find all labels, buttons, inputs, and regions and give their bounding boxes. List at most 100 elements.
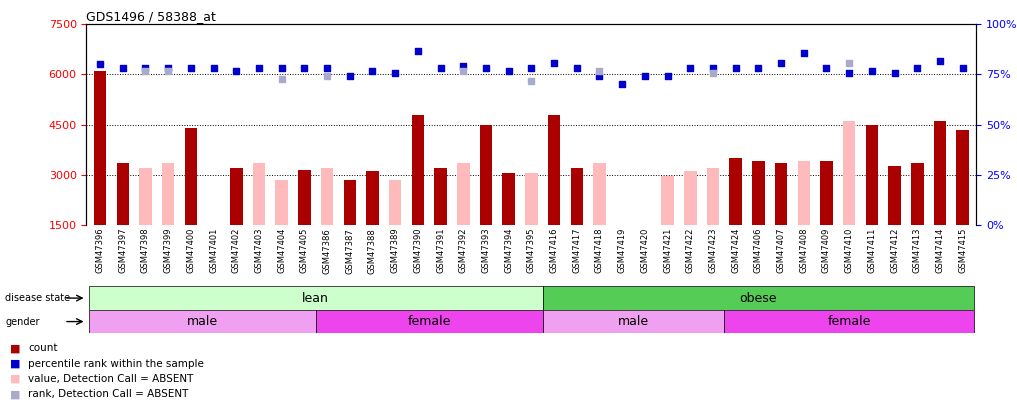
Point — [228, 68, 244, 75]
Point — [205, 64, 222, 71]
Text: GSM47412: GSM47412 — [890, 228, 899, 273]
Bar — [230, 168, 242, 225]
Point — [523, 78, 539, 84]
Point — [456, 68, 472, 75]
Bar — [434, 168, 446, 225]
Text: rank, Detection Call = ABSENT: rank, Detection Call = ABSENT — [28, 390, 189, 399]
Bar — [185, 128, 197, 225]
Bar — [344, 180, 356, 225]
Point — [795, 49, 812, 56]
Point — [387, 70, 404, 76]
Bar — [729, 158, 742, 225]
Text: female: female — [408, 315, 451, 328]
Text: ■: ■ — [10, 390, 20, 399]
Point — [569, 64, 585, 71]
Bar — [457, 164, 470, 225]
Text: ■: ■ — [10, 343, 20, 353]
Text: GSM47415: GSM47415 — [958, 228, 967, 273]
Bar — [94, 71, 107, 225]
Text: female: female — [828, 315, 871, 328]
Text: GSM47424: GSM47424 — [731, 228, 740, 273]
Bar — [775, 163, 787, 225]
Text: GSM47417: GSM47417 — [573, 228, 582, 273]
Bar — [934, 121, 946, 225]
Point — [478, 64, 494, 71]
Bar — [865, 125, 878, 225]
Text: GSM47406: GSM47406 — [754, 228, 763, 273]
Point — [160, 68, 176, 75]
Bar — [276, 180, 288, 225]
Text: ■: ■ — [10, 374, 20, 384]
Point — [614, 81, 631, 88]
Point — [932, 58, 948, 64]
Point — [546, 60, 562, 66]
Text: GSM47408: GSM47408 — [799, 228, 809, 273]
Text: disease state: disease state — [5, 293, 70, 303]
Text: ■: ■ — [10, 359, 20, 369]
Text: GSM47413: GSM47413 — [913, 228, 921, 273]
Point — [500, 68, 517, 75]
Point — [319, 64, 336, 71]
Text: GSM47422: GSM47422 — [685, 228, 695, 273]
Point — [523, 64, 539, 71]
Text: GSM47397: GSM47397 — [118, 228, 127, 273]
Text: GSM47393: GSM47393 — [481, 228, 490, 273]
Bar — [724, 310, 974, 333]
Point — [841, 70, 857, 76]
Bar — [753, 161, 765, 225]
Text: GSM47418: GSM47418 — [595, 228, 604, 273]
Bar — [797, 161, 810, 225]
Text: GSM47391: GSM47391 — [436, 228, 445, 273]
Text: GSM47416: GSM47416 — [549, 228, 558, 273]
Point — [410, 48, 426, 54]
Bar — [315, 310, 543, 333]
Point — [705, 70, 721, 76]
Point — [160, 64, 176, 71]
Text: GSM47398: GSM47398 — [141, 228, 149, 273]
Point — [727, 64, 743, 71]
Bar — [707, 168, 719, 225]
Text: lean: lean — [302, 292, 330, 305]
Text: male: male — [187, 315, 218, 328]
Text: value, Detection Call = ABSENT: value, Detection Call = ABSENT — [28, 374, 194, 384]
Text: obese: obese — [739, 292, 777, 305]
Text: GSM47405: GSM47405 — [300, 228, 309, 273]
Bar — [457, 163, 470, 225]
Bar — [571, 168, 583, 225]
Point — [705, 64, 721, 71]
Point — [841, 60, 857, 66]
Point — [274, 76, 290, 83]
Text: GSM47423: GSM47423 — [709, 228, 717, 273]
Point — [274, 64, 290, 71]
Point — [137, 68, 154, 75]
Point — [819, 64, 835, 71]
Text: GSM47402: GSM47402 — [232, 228, 241, 273]
Point — [296, 64, 312, 71]
Text: GSM47394: GSM47394 — [504, 228, 514, 273]
Bar — [88, 286, 543, 310]
Bar — [139, 168, 152, 225]
Bar — [502, 173, 515, 225]
Text: GSM47388: GSM47388 — [368, 228, 377, 273]
Text: GSM47421: GSM47421 — [663, 228, 672, 273]
Bar — [843, 121, 855, 225]
Point — [659, 73, 675, 79]
Bar — [117, 163, 129, 225]
Bar — [548, 115, 560, 225]
Bar — [543, 286, 974, 310]
Text: GSM47409: GSM47409 — [822, 228, 831, 273]
Text: GSM47403: GSM47403 — [254, 228, 263, 273]
Bar — [366, 171, 378, 225]
Text: GSM47400: GSM47400 — [186, 228, 195, 273]
Bar — [412, 115, 424, 225]
Bar — [388, 180, 402, 225]
Text: GSM47396: GSM47396 — [96, 228, 105, 273]
Bar — [956, 130, 969, 225]
Bar — [162, 163, 174, 225]
Text: GSM47387: GSM47387 — [346, 228, 354, 273]
Text: GSM47389: GSM47389 — [391, 228, 400, 273]
Point — [342, 73, 358, 79]
Point — [887, 70, 903, 76]
Point — [773, 60, 789, 66]
Point — [909, 64, 925, 71]
